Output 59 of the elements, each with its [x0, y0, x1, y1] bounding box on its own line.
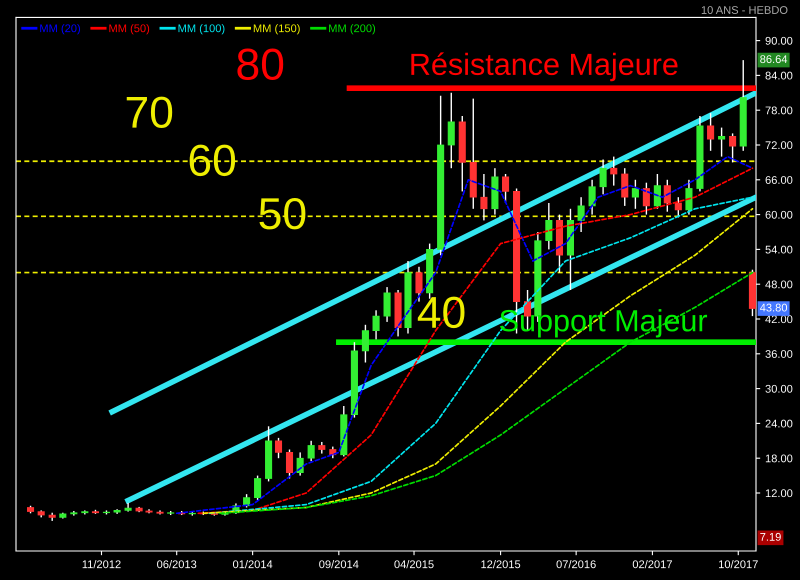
candlestick — [718, 126, 726, 158]
y-tick-label: 36.00 — [765, 350, 792, 358]
candlestick — [254, 474, 262, 501]
candlestick — [362, 324, 369, 364]
annotation: 80 — [237, 48, 284, 80]
x-tick-label: 02/2017 — [632, 560, 672, 568]
y-tick-label: 24.00 — [766, 420, 792, 428]
candlestick — [685, 179, 692, 216]
y-tick-label: 78.00 — [766, 106, 792, 114]
candlestick — [480, 173, 488, 222]
candlestick — [707, 112, 714, 152]
y-tick-label: 12.00 — [766, 489, 792, 498]
candlestick — [729, 132, 736, 164]
x-tick-label: 07/2016 — [556, 560, 596, 568]
candlestick — [588, 179, 596, 216]
candlestick — [578, 196, 585, 233]
y-tick-label: 66.00 — [766, 176, 792, 184]
x-tick-label: 06/2013 — [157, 560, 196, 568]
text: 10 ANS - HEBDO — [702, 6, 788, 14]
annotation: 43.80 — [760, 304, 788, 312]
candlestick — [286, 448, 294, 480]
legend-label: MM (100) — [178, 24, 224, 34]
annotation: 70 — [126, 96, 172, 128]
y-tick-label: 18.00 — [766, 454, 792, 462]
legend-label: MM (150) — [254, 24, 300, 34]
candlestick — [632, 179, 639, 210]
x-tick-label: 01/2014 — [232, 560, 272, 568]
y-tick-label: 54.00 — [765, 246, 792, 254]
candlestick — [318, 441, 326, 454]
y-tick-label: 84.00 — [766, 72, 792, 80]
y-tick-label: 48.00 — [765, 280, 792, 288]
candlestick — [610, 156, 618, 186]
candlestick — [664, 179, 671, 212]
legend-label: MM (50) — [109, 24, 150, 34]
candlestick — [308, 440, 315, 462]
candlestick — [600, 158, 607, 195]
x-tick-label: 11/2012 — [82, 560, 121, 568]
candlestick — [274, 437, 282, 459]
y-tick-label: 30.00 — [765, 384, 792, 393]
legend-label: MM (200) — [329, 24, 376, 34]
candlestick — [674, 196, 682, 218]
y-tick-label: 60.00 — [766, 210, 792, 219]
candlestick — [384, 286, 391, 323]
x-tick-label: 12/2015 — [481, 560, 520, 568]
candlestick — [545, 202, 552, 250]
candlestick — [448, 92, 455, 169]
y-tick-label: 72.00 — [766, 141, 792, 150]
y-tick-label: 90.00 — [766, 36, 792, 45]
x-tick-label: 10/2017 — [719, 560, 758, 568]
candlestick — [372, 310, 380, 340]
annotation: 86.64 — [760, 55, 788, 64]
candlestick — [621, 168, 628, 207]
y-tick-label: 42.00 — [765, 315, 792, 324]
x-tick-label: 09/2014 — [319, 560, 359, 568]
text: 7.19 — [760, 532, 781, 541]
annotation: Résistance Majeure — [411, 52, 678, 82]
legend-label: MM (20) — [40, 24, 80, 34]
x-tick-label: 04/2015 — [394, 560, 434, 568]
candlestick — [642, 182, 650, 216]
